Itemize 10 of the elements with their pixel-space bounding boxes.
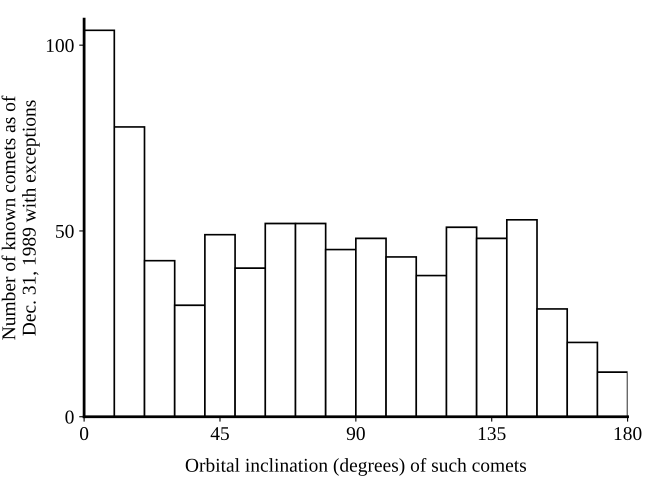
y-tick-label: 50 (56, 224, 74, 238)
y-tick-label: 0 (65, 410, 74, 424)
x-tick-label: 90 (346, 427, 365, 440)
x-tick-label: 45 (210, 427, 229, 440)
x-tick-label: 180 (614, 427, 642, 440)
y-axis-title: Number of known comets as of Dec. 31, 1989 with exceptions (2, 96, 40, 340)
x-tick-label: 135 (478, 427, 506, 440)
y-tick-label: 100 (46, 38, 74, 52)
x-tick-label: 0 (80, 427, 88, 440)
x-axis-title: Orbital inclination (degrees) of such comets (186, 458, 526, 476)
